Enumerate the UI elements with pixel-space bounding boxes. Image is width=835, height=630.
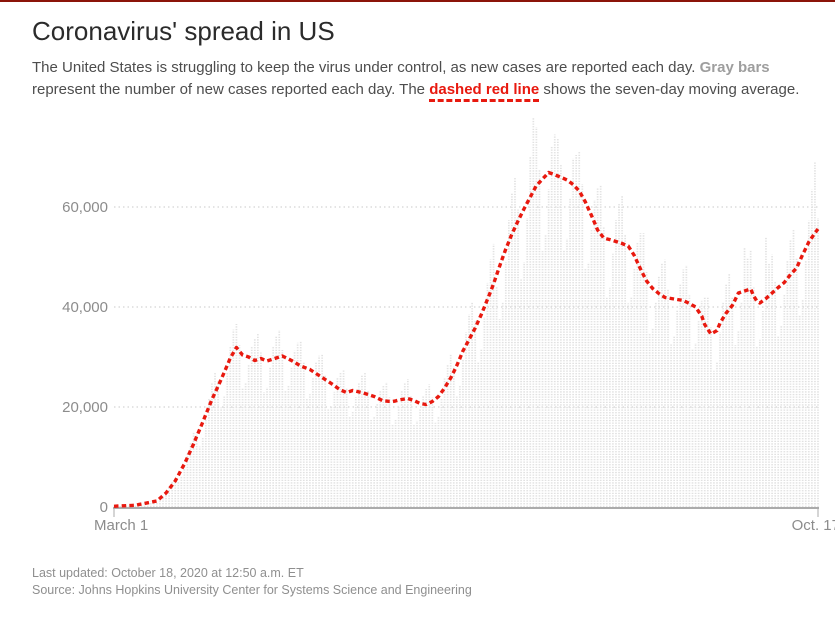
description-segment-3: shows the seven-day moving average. (539, 81, 800, 98)
description-segment-2: represent the number of new cases report… (32, 81, 430, 98)
dashed-red-line-label: dashed red line (429, 81, 540, 102)
y-axis-label: 40,000 (62, 299, 108, 316)
page-title: Coronavirus' spread in US (32, 16, 335, 46)
last-updated-text: Last updated: October 18, 2020 at 12:50 … (32, 566, 304, 580)
x-axis-label-start: March 1 (94, 517, 148, 534)
y-axis-label: 20,000 (62, 399, 108, 416)
x-axis-label-end: Oct. 17 (792, 517, 835, 534)
y-axis-label: 0 (100, 499, 108, 516)
chart-area: 0 20,000 40,000 60,000 March 1 Oct. 17 (32, 115, 835, 545)
chart-canvas: 0 20,000 40,000 60,000 March 1 Oct. 17 (62, 118, 835, 534)
y-axis-label: 60,000 (62, 199, 108, 216)
gray-bars-label: Gray bars (699, 59, 770, 76)
chart-footer: Last updated: October 18, 2020 at 12:50 … (32, 565, 803, 599)
description-segment-1: The United States is struggling to keep … (32, 59, 700, 76)
page: Coronavirus' spread in US The United Sta… (32, 16, 835, 599)
source-text: Source: Johns Hopkins University Center … (32, 583, 472, 597)
top-accent-bar (0, 0, 835, 2)
chart-description: The United States is struggling to keep … (32, 57, 804, 102)
